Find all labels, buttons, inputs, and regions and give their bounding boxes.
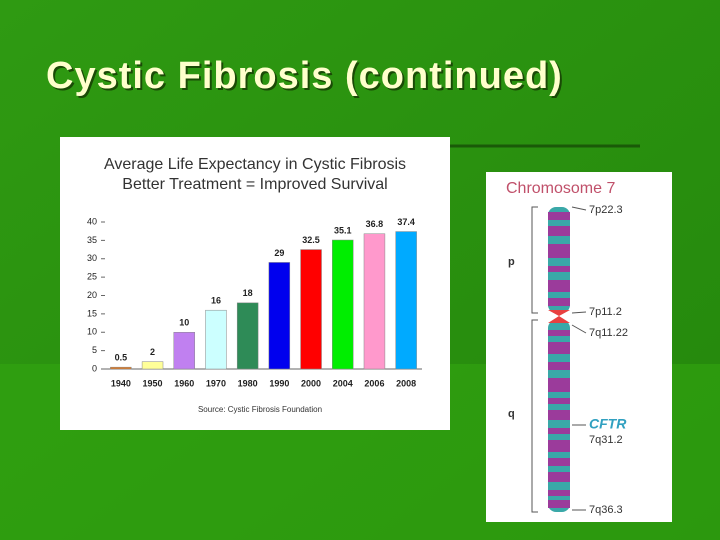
y-tick-label: 30 [87, 253, 97, 263]
value-label: 32.5 [302, 235, 320, 245]
chart-source: Source: Cystic Fibrosis Foundation [198, 405, 322, 414]
chromosome-band [548, 244, 570, 258]
centromere [548, 310, 570, 323]
y-tick-label: 25 [87, 272, 97, 282]
slide-title: Cystic Fibrosis (continued) [46, 55, 563, 97]
x-tick-label: 1960 [174, 378, 194, 388]
y-tick-label: 15 [87, 308, 97, 318]
bar [300, 249, 322, 370]
x-tick-label: 2000 [301, 378, 321, 388]
bar [173, 332, 195, 370]
chromosome-band [548, 398, 570, 404]
x-tick-label: 2006 [364, 378, 384, 388]
x-tick-label: 2008 [396, 378, 416, 388]
y-tick-label: 20 [87, 290, 97, 300]
bar [141, 361, 164, 370]
value-label: 37.4 [397, 217, 415, 227]
x-tick-label: 1980 [238, 378, 258, 388]
chromosome-band [548, 378, 570, 392]
chromosome-band [548, 458, 570, 466]
x-tick-label: 1970 [206, 378, 226, 388]
arm-bracket [531, 319, 538, 513]
value-label: 29 [274, 248, 284, 258]
band-label: 7q36.3 [589, 504, 623, 516]
chromosome-band [548, 266, 570, 272]
chromosome-title: Chromosome 7 [506, 180, 615, 197]
band-label: 7p22.3 [589, 204, 623, 216]
arm-label: q [508, 408, 515, 420]
value-label: 35.1 [334, 225, 352, 235]
plot: 0 5 10 15 20 25 30 35 40 1940 0.5 1950 2 1960 10 1970 16… [87, 216, 422, 388]
bar [205, 309, 227, 370]
chromosome-band [548, 330, 570, 336]
chart-title: Average Life Expectancy in Cystic Fibros… [104, 156, 406, 173]
x-tick-label: 1990 [269, 378, 289, 388]
bar [236, 302, 259, 370]
chromosome-band [548, 226, 570, 236]
y-tick-label: 35 [87, 235, 97, 245]
chromosome-p-arm [548, 207, 570, 313]
chromosome-panel [486, 172, 672, 522]
bar [363, 233, 386, 370]
title-shadow: Cystic Fibrosis (continued) [48, 57, 565, 99]
chromosome-band [548, 428, 570, 434]
x-tick-label: 1950 [143, 378, 163, 388]
chromosome-band [548, 472, 570, 482]
chromosome-band [548, 280, 570, 292]
chromosome-band [548, 410, 570, 420]
value-label: 18 [243, 288, 253, 298]
bar [332, 239, 354, 370]
chromosome-band [548, 440, 570, 452]
chromosome-band [548, 298, 570, 306]
value-label: 16 [211, 296, 221, 306]
arm-bracket [531, 206, 538, 314]
x-tick-label: 2004 [333, 378, 353, 388]
band-pointer [571, 206, 587, 211]
chart-subtitle: Better Treatment = Improved Survival [122, 176, 387, 193]
chromosome-band [548, 490, 570, 496]
band-pointer [571, 311, 587, 314]
y-tick-label: 10 [87, 327, 97, 337]
y-tick-label: 5 [92, 345, 97, 355]
bar [110, 366, 132, 370]
bar [268, 262, 291, 370]
arm-label: p [508, 256, 515, 268]
bar [395, 231, 417, 370]
value-label: 10 [179, 318, 189, 328]
x-tick-label: 1940 [111, 378, 131, 388]
y-tick-label: 40 [87, 216, 97, 226]
chromosome-band [548, 212, 570, 220]
chromosome-band [548, 342, 570, 354]
value-label: 2 [150, 347, 155, 357]
band-label: 7p11.2 [589, 306, 622, 318]
value-label: 36.8 [366, 219, 384, 229]
value-label: 0.5 [115, 353, 128, 363]
band-label: 7q31.2 [589, 434, 623, 446]
chromosome-band [548, 362, 570, 370]
y-tick-label: 0 [92, 363, 97, 373]
chromosome-band [548, 500, 570, 508]
band-pointer [571, 324, 587, 334]
chromosome [531, 206, 587, 513]
band-label: 7q11.22 [589, 327, 628, 339]
gene-label: CFTR [589, 416, 627, 432]
